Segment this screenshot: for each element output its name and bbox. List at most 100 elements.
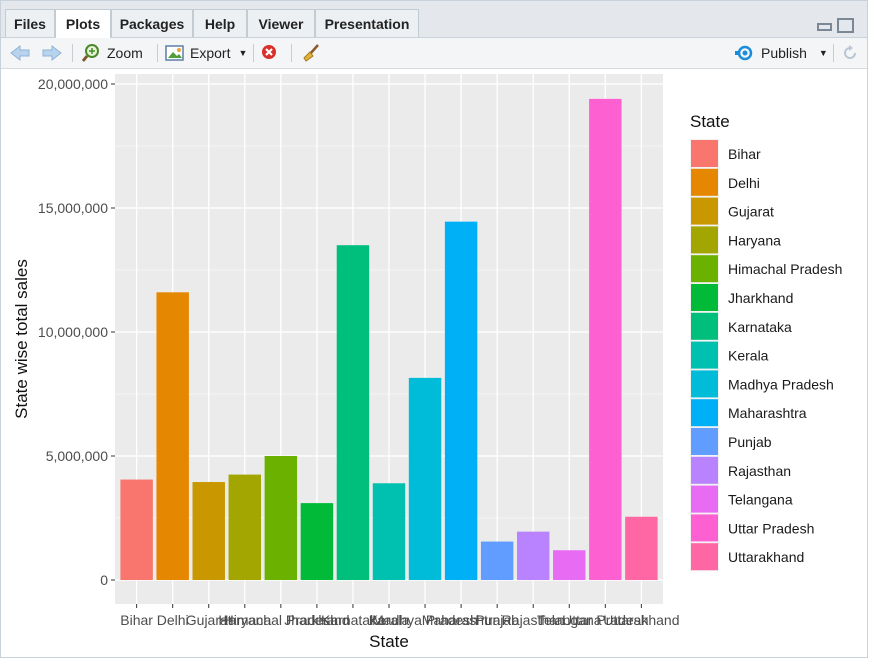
tab-help[interactable]: Help xyxy=(193,9,247,37)
publish-icon xyxy=(735,45,753,61)
toolbar-divider xyxy=(833,44,834,62)
legend-label: Himachal Pradesh xyxy=(728,261,842,277)
x-tick-label: Madhya Pradesh xyxy=(372,612,478,628)
x-tick-label: Uttar Pradesh xyxy=(562,612,648,628)
legend-swatch xyxy=(691,197,718,225)
bar-kerala xyxy=(372,483,406,580)
export-button[interactable]: Export ▼ xyxy=(165,42,247,64)
x-tick-label: Haryana xyxy=(218,612,271,628)
legend-label: Karnataka xyxy=(728,319,792,335)
x-tick-label: Karnataka xyxy=(321,612,385,628)
y-tick-label: 15,000,000 xyxy=(38,200,108,216)
bar-haryana xyxy=(228,474,262,580)
plot-area: 0 5,000,000 10,000,000 15,000,000 20,000,000… xyxy=(2,69,866,657)
x-tick-label: Jharkhand xyxy=(284,612,349,628)
y-tick-label: 10,000,000 xyxy=(38,324,108,340)
y-tick-label: 0 xyxy=(100,572,108,588)
minimize-pane-icon[interactable] xyxy=(817,23,832,31)
bar-jharkhand xyxy=(300,503,334,580)
legend-swatch xyxy=(691,341,718,369)
plots-toolbar: Zoom Export ▼ Publish ▼ xyxy=(1,38,867,69)
legend-swatch xyxy=(691,140,718,167)
tab-presentation[interactable]: Presentation xyxy=(315,9,419,37)
broom-icon xyxy=(303,44,319,62)
y-tick-label: 5,000,000 xyxy=(46,448,108,464)
bar-maharashtra xyxy=(444,221,478,580)
forward-arrow-icon[interactable] xyxy=(41,42,63,64)
x-tick-label: Uttarakhand xyxy=(603,612,679,628)
legend-label: Delhi xyxy=(728,175,760,191)
bar-telangana xyxy=(553,550,586,580)
clear-all-plots-button[interactable] xyxy=(301,42,321,64)
x-tick-label: Rajasthan xyxy=(502,612,565,628)
bar-chart: 0 5,000,000 10,000,000 15,000,000 20,000,000… xyxy=(12,74,842,651)
x-tick-label: Maharashtra xyxy=(422,612,501,628)
dropdown-caret-icon: ▼ xyxy=(238,48,248,58)
bar-punjab xyxy=(480,541,514,580)
legend-label: Gujarat xyxy=(728,204,774,220)
tab-viewer[interactable]: Viewer xyxy=(247,9,315,37)
x-tick-label: Gujarat xyxy=(186,612,232,628)
publish-button[interactable]: Publish ▼ xyxy=(735,42,828,64)
legend-title: State xyxy=(690,112,730,131)
bar-bihar xyxy=(120,479,153,580)
export-image-icon xyxy=(165,45,184,61)
legend-swatch xyxy=(691,284,718,311)
x-axis-title: State xyxy=(369,632,409,651)
y-axis-title: State wise total sales xyxy=(12,259,31,419)
toolbar-divider xyxy=(72,44,73,62)
legend-swatch xyxy=(691,456,718,484)
remove-plot-icon xyxy=(262,45,276,59)
bar-himachal-pradesh xyxy=(264,456,298,580)
bar-uttarakhand xyxy=(625,516,658,580)
back-arrow-icon[interactable] xyxy=(9,42,31,64)
legend-swatch xyxy=(691,312,718,340)
legend-label: Punjab xyxy=(728,434,772,450)
legend-swatch xyxy=(691,485,718,513)
legend-swatch xyxy=(691,428,718,455)
legend-label: Jharkhand xyxy=(728,290,793,306)
toolbar-divider xyxy=(157,44,158,62)
legend-swatch xyxy=(691,399,718,427)
maximize-pane-icon[interactable] xyxy=(837,18,854,33)
zoom-label: Zoom xyxy=(107,45,143,61)
tab-files[interactable]: Files xyxy=(5,9,55,37)
legend-swatch xyxy=(691,255,718,283)
legend-label: Maharashtra xyxy=(728,405,807,421)
refresh-button[interactable] xyxy=(841,42,859,64)
toolbar-divider xyxy=(291,44,292,62)
bar-gujarat xyxy=(192,482,225,580)
legend-label: Rajasthan xyxy=(728,463,791,479)
legend-swatch xyxy=(691,514,718,542)
x-tick-label: Delhi xyxy=(157,612,189,628)
legend-label: Telangana xyxy=(728,492,793,508)
legend-label: Uttar Pradesh xyxy=(728,520,814,536)
refresh-icon xyxy=(844,45,856,59)
legend-swatch xyxy=(691,543,718,571)
bar-uttar-pradesh xyxy=(589,98,622,580)
export-label: Export xyxy=(190,45,231,61)
legend-label: Uttarakhand xyxy=(728,549,804,565)
toolbar-divider xyxy=(253,44,254,62)
y-tick-label: 20,000,000 xyxy=(38,76,108,92)
zoom-button[interactable]: Zoom xyxy=(81,42,143,64)
dropdown-caret-icon: ▼ xyxy=(818,48,828,58)
zoom-magnifier-icon xyxy=(81,44,99,62)
legend-label: Kerala xyxy=(728,348,769,364)
bar-delhi xyxy=(156,292,189,580)
publish-label: Publish xyxy=(761,45,807,61)
legend-swatch xyxy=(691,168,718,196)
x-tick-label: Himachal Pradesh xyxy=(224,612,338,628)
bar-rajasthan xyxy=(516,531,550,580)
x-tick-label: Punjab xyxy=(475,612,519,628)
legend-label: Haryana xyxy=(728,232,781,248)
bar-madhya-pradesh xyxy=(408,377,442,580)
legend-label: Bihar xyxy=(728,146,761,162)
tab-packages[interactable]: Packages xyxy=(111,9,193,37)
legend-swatch xyxy=(691,370,718,398)
bar-karnataka xyxy=(336,245,370,580)
pane-tab-bar: Files Plots Packages Help Viewer Present… xyxy=(1,1,867,38)
remove-plot-button[interactable] xyxy=(261,42,279,64)
tab-plots[interactable]: Plots xyxy=(55,9,111,38)
